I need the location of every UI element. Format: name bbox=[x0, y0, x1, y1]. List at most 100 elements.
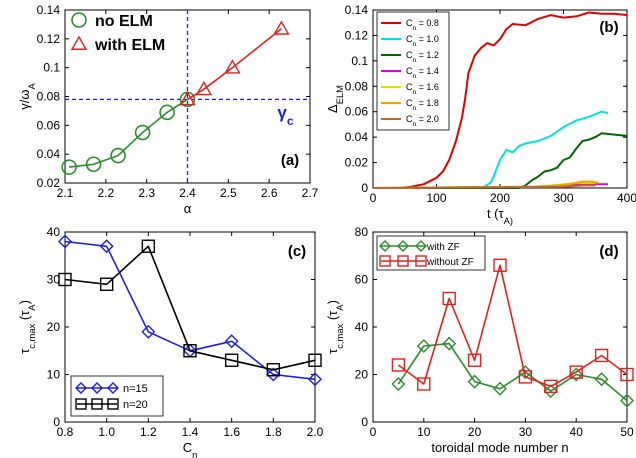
data-point bbox=[224, 353, 239, 367]
legend-marker bbox=[397, 240, 409, 252]
series-line-0 bbox=[64, 240, 316, 381]
legend-marker bbox=[75, 398, 87, 410]
data-point bbox=[544, 379, 558, 394]
data-point bbox=[518, 365, 533, 380]
data-point bbox=[467, 374, 482, 389]
y-tick-label: 80 bbox=[355, 225, 369, 239]
legend-marker bbox=[91, 382, 103, 394]
legend-box bbox=[376, 235, 486, 271]
x-axis-label: α bbox=[184, 201, 192, 216]
x-tick-label: 2.5 bbox=[220, 186, 237, 200]
series-line-1 bbox=[373, 110, 609, 189]
data-point bbox=[61, 159, 77, 175]
data-point bbox=[417, 377, 431, 391]
data-point bbox=[85, 156, 102, 173]
x-tick-label: 20 bbox=[468, 425, 482, 439]
y-tick-label: 0.02 bbox=[37, 176, 61, 190]
data-point bbox=[391, 377, 406, 391]
data-point bbox=[224, 59, 241, 74]
y-tick-label: 0.1 bbox=[351, 54, 368, 68]
legend-label: Cn = 1.4 bbox=[406, 66, 439, 80]
y-tick-label: 0.12 bbox=[37, 32, 61, 46]
x-axis-label: toroidal mode number n bbox=[431, 440, 568, 455]
data-point bbox=[594, 372, 609, 387]
panel-label: (c) bbox=[288, 243, 306, 260]
x-tick-label: 2.7 bbox=[302, 186, 319, 200]
series-line-6 bbox=[372, 184, 596, 189]
y-tick-label: 0 bbox=[53, 415, 60, 429]
data-point bbox=[493, 381, 507, 396]
chart-panel-b: 0 100 200 300 400 0 0.02 0.04 0.06 0.08 0.1 0.12 0.1… bbox=[325, 3, 636, 226]
data-point bbox=[543, 384, 558, 399]
data-point bbox=[159, 104, 175, 121]
legend-marker bbox=[107, 382, 119, 394]
legend-marker bbox=[107, 398, 119, 410]
data-point bbox=[569, 367, 584, 382]
x-axis-label: Cn bbox=[183, 440, 198, 458]
data-point bbox=[273, 20, 290, 35]
series-line-1 bbox=[64, 245, 316, 371]
data-point bbox=[308, 372, 322, 387]
legend-label: Cn = 2.0 bbox=[406, 114, 439, 128]
x-tick-label: 1.4 bbox=[182, 425, 199, 439]
series-line-1 bbox=[397, 264, 628, 388]
y-tick-label: 0.06 bbox=[37, 118, 61, 132]
x-tick-label: 300 bbox=[553, 191, 573, 205]
x-tick-label: 2.3 bbox=[138, 186, 155, 200]
legend-marker bbox=[397, 255, 409, 267]
chart-panel-d: 0 10 20 30 40 50 0 20 40 60 80 toroidal mode number… bbox=[325, 225, 634, 455]
legend: no ELM with ELM bbox=[70, 12, 165, 54]
legend-label: no ELM bbox=[95, 13, 153, 30]
y-tick-label: 0.12 bbox=[345, 28, 369, 42]
y-tick-label: 0.04 bbox=[37, 147, 61, 161]
legend-label: Cn = 0.8 bbox=[406, 18, 439, 32]
y-tick-label: 60 bbox=[355, 273, 369, 287]
y-tick-label: 0 bbox=[361, 415, 368, 429]
x-tick-label: 2.6 bbox=[261, 186, 278, 200]
legend-label: without ZF bbox=[426, 257, 474, 268]
data-point bbox=[518, 370, 533, 384]
legend-label: n=20 bbox=[123, 399, 148, 411]
data-point bbox=[416, 339, 431, 353]
panel-label: (d) bbox=[599, 243, 618, 260]
y-tick-label: 0.04 bbox=[345, 130, 369, 144]
legend-label: Cn = 1.2 bbox=[406, 50, 439, 64]
y-tick-label: 20 bbox=[355, 368, 369, 382]
data-point bbox=[110, 147, 126, 164]
y-tick-label: 0.02 bbox=[345, 156, 369, 170]
y-tick-label: 10 bbox=[47, 368, 61, 382]
series-line-0 bbox=[397, 342, 628, 402]
y-tick-label: 0.08 bbox=[37, 90, 61, 104]
legend: with ZF without ZF bbox=[376, 235, 486, 271]
series-line-0 bbox=[373, 11, 628, 189]
data-point bbox=[58, 272, 72, 287]
data-point bbox=[620, 367, 634, 382]
x-tick-label: 40 bbox=[570, 425, 584, 439]
panel-label: (b) bbox=[599, 19, 618, 36]
x-tick-label: 0 bbox=[370, 191, 377, 205]
data-point bbox=[620, 393, 634, 408]
data-point bbox=[58, 234, 72, 249]
data-point bbox=[266, 363, 281, 377]
series-line-0 bbox=[69, 98, 188, 168]
x-tick-label: 10 bbox=[417, 425, 431, 439]
y-tick-label: 40 bbox=[47, 225, 61, 239]
x-tick-label: 1.8 bbox=[265, 425, 282, 439]
x-tick-label: 1.2 bbox=[140, 425, 157, 439]
x-tick-label: 400 bbox=[617, 191, 636, 205]
legend-box bbox=[376, 11, 450, 131]
panel-label: (a) bbox=[281, 152, 299, 169]
y-tick-label: 30 bbox=[47, 273, 61, 287]
data-point bbox=[266, 367, 281, 382]
gamma-c-label: γc bbox=[277, 103, 293, 128]
legend-label: Cn = 1.8 bbox=[406, 98, 439, 112]
legend-label: Cn = 1.6 bbox=[406, 82, 439, 96]
data-point bbox=[493, 258, 507, 272]
legend-marker bbox=[415, 240, 427, 252]
data-point bbox=[391, 358, 406, 372]
x-tick-label: 2.4 bbox=[179, 186, 196, 200]
x-tick-label: 200 bbox=[490, 191, 510, 205]
legend-marker bbox=[75, 382, 87, 394]
data-point bbox=[141, 239, 156, 253]
